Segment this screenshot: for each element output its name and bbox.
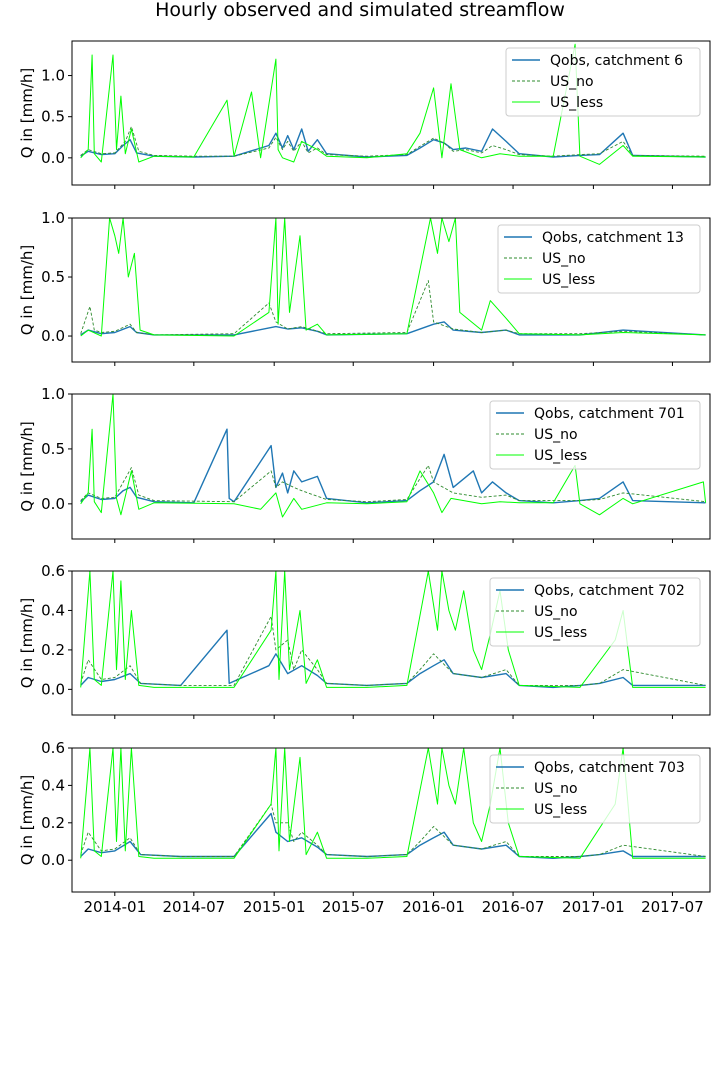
y-tick-label-2-0: 0.0: [41, 495, 65, 513]
legend-box-3: [489, 577, 701, 647]
y-tick-label-3-0: 0.0: [41, 680, 65, 698]
series-line-0-1: [80, 126, 706, 157]
series-line-0-0: [80, 128, 706, 158]
x-tick-label-7: 2017-07: [641, 898, 704, 916]
y-tick-label-1-1: 0.5: [41, 268, 65, 286]
y-tick-label-0-1: 0.5: [41, 108, 65, 126]
y-tick-label-4-0: 0.0: [41, 851, 65, 869]
y-tick-label-4-2: 0.4: [41, 776, 65, 794]
x-tick-label-5: 2016-07: [482, 898, 545, 916]
legend-label-0-0: Qobs, catchment 6: [550, 53, 683, 69]
axes-frame-4: [71, 747, 711, 893]
legend-label-2-0: Qobs, catchment 701: [534, 406, 685, 422]
x-tick-label-2: 2015-01: [243, 898, 306, 916]
series-line-4-1: [80, 803, 706, 857]
legend-box-0: [505, 47, 701, 117]
series-line-2-1: [80, 464, 706, 503]
series-line-1-1: [80, 280, 706, 336]
x-tick-label-1: 2014-07: [162, 898, 225, 916]
x-tick-label-6: 2017-01: [562, 898, 625, 916]
legend-box-1: [497, 224, 701, 294]
legend-box-2: [489, 400, 701, 470]
legend-label-0-2: US_less: [550, 95, 603, 111]
figure-title: Hourly observed and simulated streamflow: [155, 0, 565, 21]
series-line-1-2: [80, 218, 706, 337]
y-tick-label-1-0: 0.0: [41, 327, 65, 345]
series-line-0-2: [80, 43, 706, 165]
y-axis-label-1: Q in [mm/h]: [18, 245, 36, 336]
legend-label-3-2: US_less: [534, 625, 587, 641]
series-line-3-1: [80, 615, 706, 686]
legend-label-2-1: US_no: [534, 427, 578, 443]
legend-label-1-0: Qobs, catchment 13: [542, 230, 684, 246]
axes-frame-3: [71, 570, 711, 716]
y-tick-label-0-0: 0.0: [41, 149, 65, 167]
y-axis-label-3: Q in [mm/h]: [18, 598, 36, 689]
legend-label-2-2: US_less: [534, 448, 587, 464]
y-tick-label-2-1: 0.5: [41, 440, 65, 458]
legend-label-4-2: US_less: [534, 802, 587, 818]
legend-label-3-1: US_no: [534, 604, 578, 620]
legend-label-0-1: US_no: [550, 74, 594, 90]
series-line-2-2: [80, 394, 707, 518]
axes-frame-0: [71, 40, 711, 186]
y-axis-label-0: Q in [mm/h]: [18, 68, 36, 159]
legend-label-1-2: US_less: [542, 272, 595, 288]
legend-label-4-1: US_no: [534, 781, 578, 797]
axes-frame-2: [71, 393, 711, 540]
y-axis-label-4: Q in [mm/h]: [18, 775, 36, 866]
legend-label-1-1: US_no: [542, 251, 586, 267]
y-tick-label-3-3: 0.6: [41, 562, 65, 580]
y-tick-label-0-2: 1.0: [41, 67, 65, 85]
y-tick-label-2-2: 1.0: [41, 385, 65, 403]
y-tick-label-3-1: 0.2: [41, 641, 65, 659]
x-tick-label-0: 2014-01: [83, 898, 146, 916]
y-tick-label-4-3: 0.6: [41, 739, 65, 757]
axes-frame-1: [71, 217, 711, 363]
x-tick-label-4: 2016-01: [402, 898, 465, 916]
legend-box-4: [489, 754, 701, 824]
legend-label-4-0: Qobs, catchment 703: [534, 760, 685, 776]
x-tick-label-3: 2015-07: [322, 898, 385, 916]
y-tick-label-4-1: 0.2: [41, 814, 65, 832]
legend-label-3-0: Qobs, catchment 702: [534, 583, 685, 599]
y-axis-label-2: Q in [mm/h]: [18, 421, 36, 512]
y-tick-label-1-2: 1.0: [41, 209, 65, 227]
y-tick-label-3-2: 0.4: [41, 601, 65, 619]
